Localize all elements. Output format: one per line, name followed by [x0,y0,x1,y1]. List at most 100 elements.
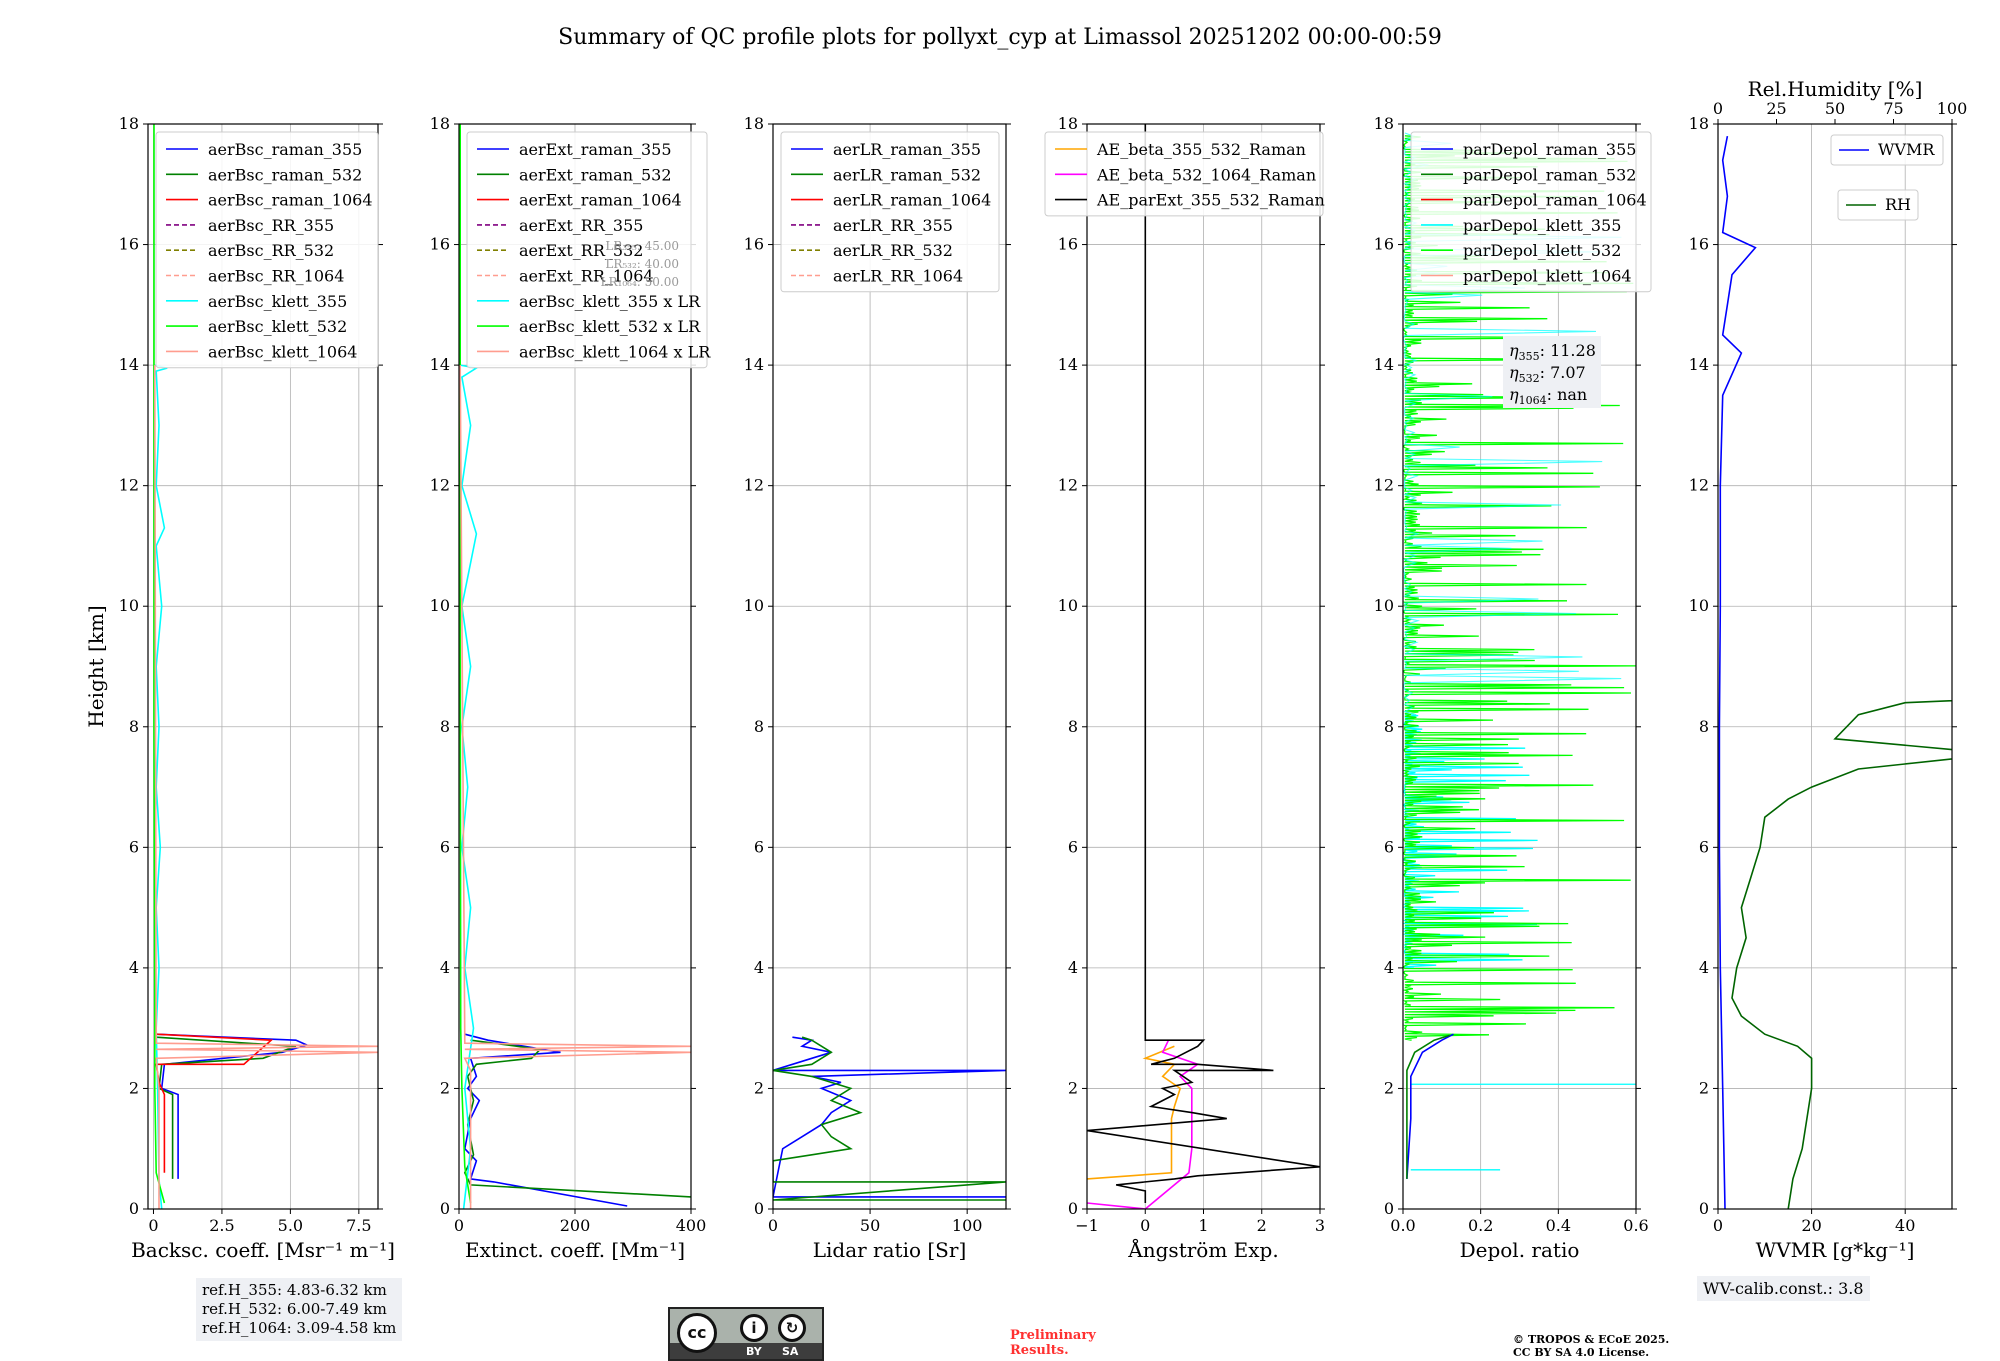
x-tick-label: 200 [560,1216,591,1235]
x-axis-label: Backsc. coeff. [Msr⁻¹ m⁻¹] [131,1238,395,1262]
y-tick-label: 10 [1374,596,1394,615]
y-tick-label: 12 [744,476,764,495]
y-tick-label: 14 [119,355,139,374]
y-tick-label: 12 [119,476,139,495]
lr-note: LR₁₀₆₄: 50.00 [601,275,679,289]
y-tick-label: 18 [430,114,450,133]
x-top-tick-label: 100 [1937,99,1968,118]
panel-ext: 0 2 4 6 8 10 12 14 16 18 0 200 400 Extinct. coeff. [M… [430,114,712,1262]
x-tick-label: 0 [454,1216,464,1235]
cc-sa-label: SA [782,1345,799,1358]
legend-box [1830,134,1944,166]
legend-box [155,131,379,369]
y-tick-label: 10 [744,596,764,615]
y-tick-label: 14 [1374,355,1394,374]
legend-label-WVMR: WVMR [1878,140,1935,159]
y-tick-label: 12 [1374,476,1394,495]
y-tick-label: 4 [1068,958,1078,977]
x-tick-label: 0.2 [1468,1216,1493,1235]
legend-box [780,131,1000,293]
legend-label: aerBsc_RR_532 [208,241,334,260]
y-tick-label: 0 [1068,1199,1078,1218]
y-tick-label: 2 [1384,1078,1394,1097]
plot-area [459,124,691,1209]
x-top-tick-label: 0 [1713,99,1723,118]
series-aerBsc_klett_1064 x LR [459,365,691,1209]
legend-label: aerExt_RR_532 [519,241,643,260]
legend-label: parDepol_raman_1064 [1463,191,1647,210]
legend-label: aerExt_raman_355 [519,140,672,159]
preliminary-note: Preliminary Results. [1010,1328,1096,1358]
legend-label: AE_beta_532_1064_Raman [1096,165,1316,184]
x-tick-label: 0 [1140,1216,1150,1235]
legend-label: aerBsc_raman_1064 [208,191,373,210]
legend-box [466,131,708,369]
legend-label-RH: RH [1885,195,1911,214]
legend-label: aerBsc_raman_532 [208,165,362,184]
y-tick-label: 16 [119,235,139,254]
y-tick-label: 4 [1384,958,1394,977]
legend-label: aerLR_raman_1064 [833,191,991,210]
y-tick-label: 0 [440,1199,450,1218]
legend-label: aerExt_raman_1064 [519,191,682,210]
ref-height-1064: ref.H_1064: 3.09-4.58 km [202,1319,397,1337]
legend-label: aerBsc_klett_532 [208,317,347,336]
y-tick-label: 6 [1384,837,1394,856]
legend-box [1837,189,1919,221]
panel-bsc: 0 2 4 6 8 10 12 14 16 18 0 2.5 5.0 7.5 Backsc. coeff. … [84,114,395,1262]
y-tick-label: 0 [129,1199,139,1218]
wv-calibration-constant: WV-calib.const.: 3.8 [1703,1279,1864,1298]
legend-label: aerBsc_klett_532 x LR [519,317,701,336]
y-tick-label: 18 [119,114,139,133]
figure-title: Summary of QC profile plots for pollyxt_… [558,25,1442,50]
lr-note: LR₅₃₂: 40.00 [605,257,679,271]
y-tick-label: 8 [754,717,764,736]
legend-label: aerExt_raman_532 [519,165,672,184]
y-tick-label: 14 [744,355,764,374]
legend-label: AE_beta_355_532_Raman [1096,140,1306,159]
x-tick-label: 0 [148,1216,158,1235]
lr-note: LR₃₅₅: 45.00 [605,239,679,253]
attribution-icon: i [740,1314,768,1342]
y-tick-label: 0 [1384,1199,1394,1218]
ref-height-532: ref.H_532: 6.00-7.49 km [202,1300,387,1318]
x-tick-label: 2 [1257,1216,1267,1235]
x-tick-label: 40 [1895,1216,1915,1235]
legend-label: aerLR_RR_1064 [833,267,963,286]
y-tick-label: 12 [430,476,450,495]
legend-label: aerBsc_klett_1064 [208,342,357,361]
y-tick-label: 4 [440,958,450,977]
y-tick-label: 10 [430,596,450,615]
plot-area [153,124,378,1209]
y-tick-label: 14 [1689,355,1709,374]
legend-label: parDepol_raman_355 [1463,140,1636,159]
wv-calibration-box: WV-calib.const.: 3.8 [1697,1276,1870,1301]
legend-label: aerBsc_raman_355 [208,140,362,159]
y-tick-label: 16 [744,235,764,254]
legend-label: parDepol_klett_355 [1463,216,1621,235]
x-axis-label: Extinct. coeff. [Mm⁻¹] [465,1238,685,1262]
series-parDepol_raman_532 [1406,1034,1450,1179]
y-tick-label: 4 [754,958,764,977]
x-top-tick-label: 75 [1883,99,1903,118]
series-AE_parExt_355_532_Raman [1087,124,1320,1203]
legend-label: aerBsc_RR_1064 [208,267,344,286]
x-axis-label: Ångström Exp. [1127,1237,1278,1262]
y-tick-label: 10 [119,596,139,615]
y-tick-label: 4 [129,958,139,977]
y-tick-label: 6 [1068,837,1078,856]
axes-frame [772,123,1007,1210]
y-tick-label: 10 [1058,596,1078,615]
y-tick-label: 12 [1689,476,1709,495]
panel-depol: 0 2 4 6 8 10 12 14 16 18 0.0 0.2 0.4 0.6 Depol. ratio p… [1374,114,1652,1262]
plot-area [1718,135,1952,1209]
legend-label: aerExt_RR_355 [519,216,643,235]
legend-label: aerBsc_RR_355 [208,216,334,235]
eta-box [1503,336,1601,408]
y-tick-label: 14 [1058,355,1078,374]
series-aerExt_raman_355 [463,1033,628,1207]
copyright-note: © TROPOS & ECoE 2025. CC BY SA 4.0 Licen… [1513,1333,1670,1359]
y-tick-label: 8 [129,717,139,736]
y-tick-label: 8 [1384,717,1394,736]
